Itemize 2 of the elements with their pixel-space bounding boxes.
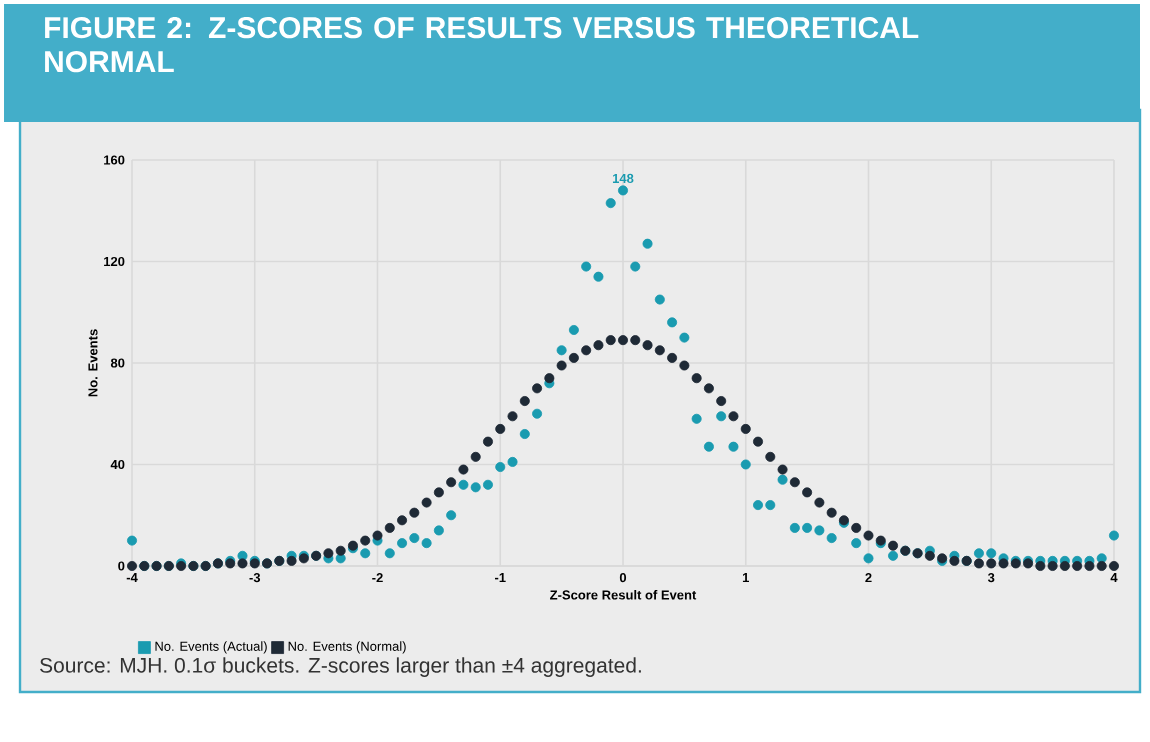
source-note: Source: MJH. 0.1σ buckets. Z-scores larger than ±4 aggregated. xyxy=(40,657,641,677)
chart-title: FIGURE 2: Z-SCORES OF RESULTS VERSUS THEORETICAL NORMAL xyxy=(45,17,919,73)
